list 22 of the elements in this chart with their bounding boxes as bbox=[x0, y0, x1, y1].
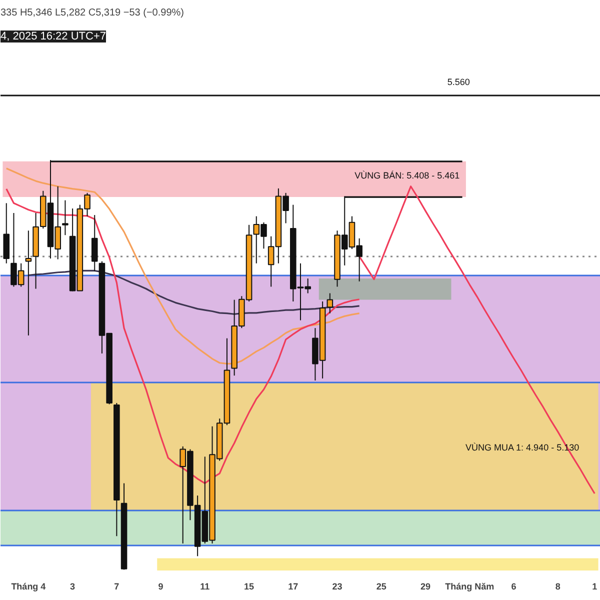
x-tick-label: 15 bbox=[244, 582, 254, 592]
x-tick-label: 29 bbox=[420, 582, 431, 592]
candlestick bbox=[326, 292, 334, 314]
chart-subtitle: 335 H5,346 L5,282 C5,319 −53 (−0.99%) bbox=[0, 8, 184, 18]
x-tick-label: 17 bbox=[288, 582, 298, 592]
text: 5.560 bbox=[447, 76, 470, 87]
x-tick-label: Tháng Năm bbox=[445, 582, 494, 592]
candlestick bbox=[91, 214, 98, 272]
candlestick bbox=[25, 230, 32, 336]
x-tick-label: Tháng 4 bbox=[11, 582, 46, 592]
chart-title: 4, 2025 16:22 UTC+7 bbox=[0, 30, 106, 42]
x-tick-label: 8 bbox=[555, 582, 560, 592]
annotation: VÙNG BÁN: 5.408 - 5.461 bbox=[354, 170, 460, 181]
x-tick-label: 23 bbox=[332, 582, 342, 592]
x-tick-label: 6 bbox=[511, 582, 516, 592]
candlestick bbox=[62, 200, 68, 236]
x-tick-label: 3 bbox=[70, 582, 76, 592]
x-tick-label: 25 bbox=[376, 582, 386, 592]
x-tick-label: 11 bbox=[200, 582, 210, 592]
x-tick-label: 9 bbox=[158, 582, 164, 592]
x-tick-label: 7 bbox=[114, 582, 120, 592]
x-tick-label: 1 bbox=[592, 582, 598, 592]
